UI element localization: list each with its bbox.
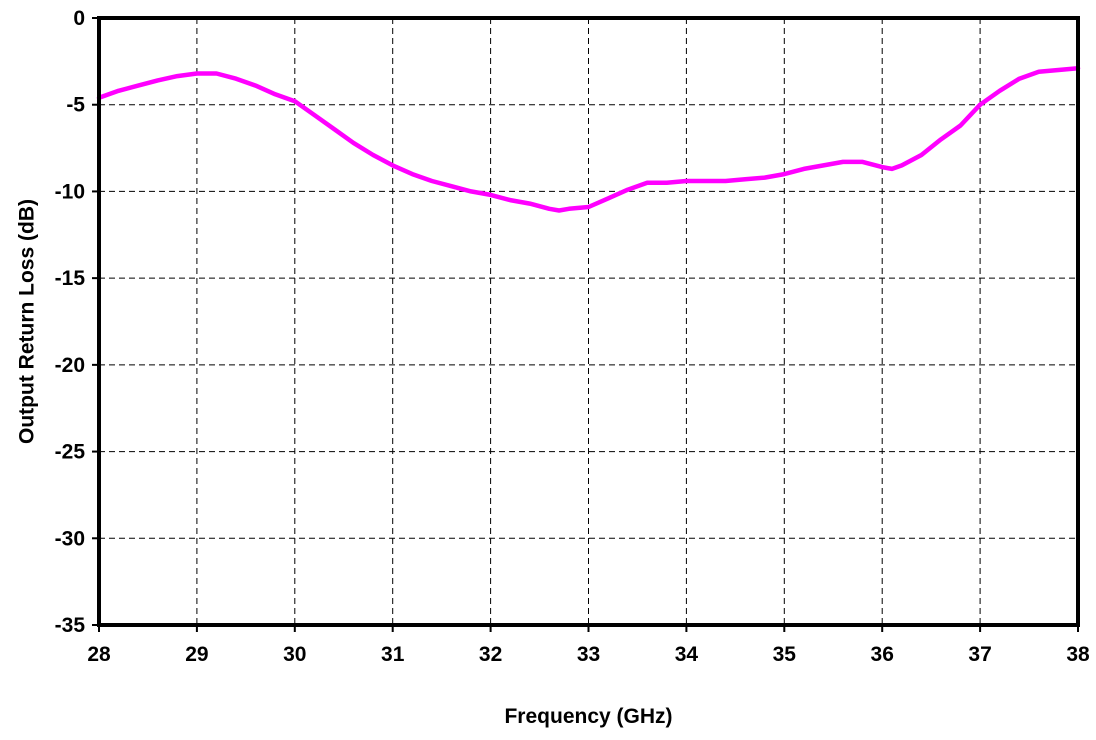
y-tick-label: -10 (55, 180, 85, 203)
x-tick-label: 31 (381, 643, 405, 666)
x-tick-label: 35 (773, 643, 797, 666)
x-tick-label: 38 (1066, 643, 1090, 666)
x-tick-label: 36 (871, 643, 894, 666)
y-tick-label: 0 (73, 7, 85, 30)
y-tick-label: -30 (55, 527, 85, 550)
y-tick-label: -25 (55, 441, 86, 464)
series-layer (96, 66, 1081, 213)
x-tick-label: 37 (968, 643, 991, 666)
y-tick-label: -35 (55, 614, 86, 637)
x-tick-label: 34 (675, 643, 699, 666)
x-tick-label: 28 (87, 643, 111, 666)
x-tick-label: 33 (577, 643, 600, 666)
x-axis-title: Frequency (GHz) (504, 705, 672, 728)
series-line-1 (96, 66, 1081, 213)
grid (99, 18, 1078, 625)
x-tick-label: 30 (283, 643, 306, 666)
axis-ticks (92, 17, 1079, 632)
x-axis-tick-labels: 28 29 30 31 32 33 34 35 36 37 38 (87, 643, 1090, 666)
y-tick-label: -5 (66, 94, 85, 117)
x-tick-label: 32 (479, 643, 502, 666)
y-axis-title: Output Return Loss (dB) (15, 199, 38, 444)
y-axis-tick-labels: 0 -5 -10 -15 -20 -25 -30 -35 (55, 7, 86, 637)
y-tick-label: -15 (55, 267, 86, 290)
x-tick-label: 29 (185, 643, 208, 666)
y-tick-label: -20 (55, 354, 85, 377)
